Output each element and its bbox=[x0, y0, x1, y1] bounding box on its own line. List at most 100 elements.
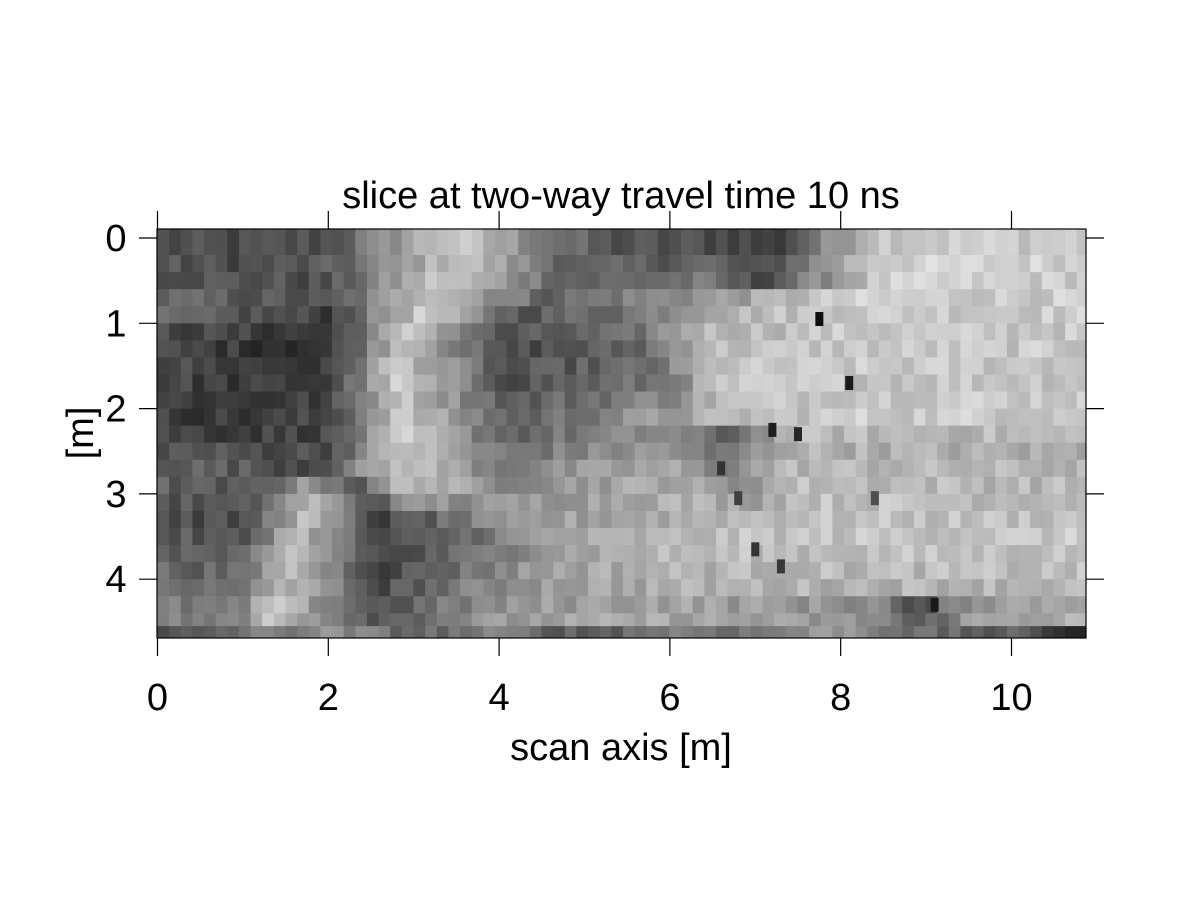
heatmap-cell bbox=[332, 357, 345, 376]
heatmap-cell bbox=[204, 613, 217, 627]
heatmap-cell bbox=[448, 289, 461, 307]
heatmap-cell bbox=[599, 545, 612, 563]
heatmap-cell bbox=[192, 545, 205, 563]
heatmap-cell bbox=[878, 289, 892, 307]
heatmap-cell bbox=[646, 374, 659, 393]
heatmap-cell bbox=[692, 425, 705, 444]
heatmap-cell bbox=[1030, 374, 1043, 393]
heatmap-cell bbox=[483, 391, 496, 410]
heatmap-cell bbox=[902, 425, 915, 444]
heatmap-cell bbox=[343, 493, 356, 512]
heatmap-cell bbox=[762, 596, 775, 614]
heatmap-cell bbox=[157, 340, 170, 359]
heatmap-cell bbox=[1006, 442, 1020, 461]
heatmap-cell bbox=[692, 272, 705, 290]
heatmap-cell bbox=[902, 272, 915, 290]
heatmap-cell bbox=[541, 528, 554, 546]
heatmap-cell bbox=[902, 562, 915, 580]
heatmap-cell bbox=[646, 476, 659, 495]
heatmap-cell bbox=[890, 442, 903, 461]
heatmap-cell bbox=[588, 306, 601, 324]
heatmap-cell bbox=[541, 510, 554, 529]
heatmap-cell bbox=[1018, 323, 1031, 341]
heatmap-cell bbox=[262, 229, 275, 256]
heatmap-cell bbox=[180, 459, 194, 478]
heatmap-cell bbox=[215, 229, 228, 256]
heatmap-cell bbox=[925, 545, 938, 563]
x-axis: 0 2 4 6 8 10 bbox=[147, 211, 1033, 719]
heatmap-cell bbox=[1018, 255, 1031, 273]
heatmap-cell bbox=[413, 340, 426, 359]
heatmap-cell bbox=[1006, 425, 1020, 444]
heatmap-cell bbox=[215, 391, 228, 410]
heatmap-cell bbox=[425, 391, 438, 410]
heatmap-cell bbox=[436, 562, 449, 580]
heatmap-cell bbox=[297, 545, 310, 563]
heatmap-cell bbox=[192, 493, 205, 512]
heatmap-cell bbox=[855, 613, 868, 627]
heatmap-cell bbox=[646, 340, 659, 359]
heatmap-cell bbox=[1006, 510, 1020, 529]
heatmap-cell bbox=[285, 476, 298, 495]
heatmap-cell bbox=[1030, 528, 1043, 546]
heatmap-cell bbox=[762, 545, 775, 563]
heatmap-cell bbox=[820, 357, 833, 376]
heatmap-cell bbox=[471, 229, 484, 256]
heatmap-cell bbox=[297, 391, 310, 410]
heatmap-cell bbox=[308, 442, 321, 461]
heatmap-cell bbox=[669, 391, 682, 410]
heatmap-cell bbox=[157, 229, 170, 256]
heatmap-cell bbox=[262, 459, 275, 478]
heatmap-cell bbox=[529, 596, 543, 614]
heatmap-cell bbox=[716, 323, 729, 341]
heatmap-cell bbox=[529, 442, 543, 461]
heatmap-cell bbox=[285, 562, 298, 580]
heatmap-cell bbox=[937, 596, 950, 614]
heatmap-cell bbox=[180, 579, 194, 597]
heatmap-cell bbox=[902, 510, 915, 529]
heatmap-cell bbox=[180, 493, 194, 512]
heatmap-cell bbox=[925, 626, 938, 638]
heatmap-cell bbox=[1065, 272, 1078, 290]
heatmap-cell bbox=[669, 323, 682, 341]
heatmap-cell bbox=[343, 340, 356, 359]
heatmap-cell bbox=[588, 255, 601, 273]
heatmap-cell bbox=[657, 545, 671, 563]
heatmap-cell bbox=[809, 510, 822, 529]
heatmap-cell bbox=[960, 562, 973, 580]
heatmap-cell bbox=[308, 562, 321, 580]
heatmap-cell bbox=[320, 493, 333, 512]
heatmap-cell bbox=[750, 613, 764, 627]
heatmap-cell bbox=[273, 255, 287, 273]
heatmap-cell bbox=[855, 340, 868, 359]
heatmap-cell bbox=[169, 493, 182, 512]
heatmap-cell bbox=[262, 579, 275, 597]
heatmap-cell bbox=[204, 323, 217, 341]
heatmap-cell bbox=[401, 340, 415, 359]
heatmap-cell bbox=[448, 306, 461, 324]
heatmap-cell bbox=[902, 626, 915, 638]
heatmap-cell bbox=[913, 340, 927, 359]
heatmap-cell bbox=[809, 579, 822, 597]
heatmap-cell bbox=[448, 613, 461, 627]
heatmap-cell bbox=[983, 272, 996, 290]
heatmap-cell bbox=[401, 626, 415, 638]
heatmap-cell bbox=[762, 340, 775, 359]
heatmap-cell bbox=[1006, 459, 1020, 478]
heatmap-cell bbox=[820, 545, 833, 563]
heatmap-cell bbox=[204, 459, 217, 478]
heatmap-cell bbox=[262, 545, 275, 563]
heatmap-cell bbox=[460, 255, 473, 273]
heatmap-cell bbox=[541, 425, 554, 444]
heatmap-cell bbox=[227, 408, 240, 427]
heatmap-cell bbox=[681, 626, 694, 638]
heatmap-cell bbox=[204, 493, 217, 512]
heatmap-cell bbox=[983, 442, 996, 461]
heatmap-cell bbox=[285, 528, 298, 546]
heatmap-cell bbox=[727, 459, 740, 478]
heatmap-cell bbox=[809, 357, 822, 376]
heatmap-cell bbox=[867, 357, 880, 376]
heatmap-cell bbox=[774, 340, 787, 359]
heatmap-cell bbox=[204, 374, 217, 393]
heatmap-cell bbox=[960, 374, 973, 393]
